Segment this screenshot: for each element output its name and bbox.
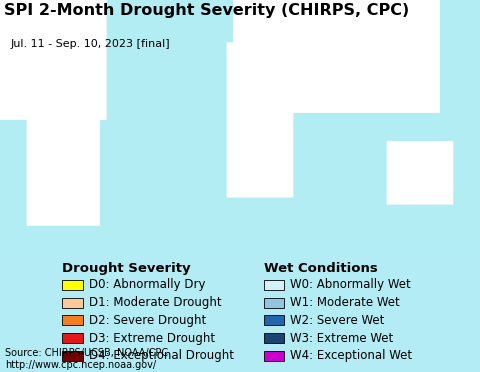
Bar [264,333,284,343]
Text: Jul. 11 - Sep. 10, 2023 [final]: Jul. 11 - Sep. 10, 2023 [final] [11,39,170,49]
Bar [264,280,284,290]
Bar [264,351,284,361]
Text: D2: Severe Drought: D2: Severe Drought [89,314,206,327]
Text: SPI 2-Month Drought Severity (CHIRPS, CPC): SPI 2-Month Drought Severity (CHIRPS, CP… [4,3,409,17]
Text: D1: Moderate Drought: D1: Moderate Drought [89,296,221,309]
Text: Wet Conditions: Wet Conditions [264,262,378,275]
Text: D4: Exceptional Drought: D4: Exceptional Drought [89,349,234,362]
Bar [62,280,83,290]
Text: W0: Abnormally Wet: W0: Abnormally Wet [290,278,411,291]
Text: D0: Abnormally Dry: D0: Abnormally Dry [89,278,205,291]
Bar [264,298,284,308]
Text: W1: Moderate Wet: W1: Moderate Wet [290,296,400,309]
Text: W2: Severe Wet: W2: Severe Wet [290,314,385,327]
Text: W3: Extreme Wet: W3: Extreme Wet [290,331,394,344]
Bar [62,298,83,308]
Text: Source: CHIRPS/UCSB, NOAA/CPC: Source: CHIRPS/UCSB, NOAA/CPC [5,349,168,358]
Text: W4: Exceptional Wet: W4: Exceptional Wet [290,349,412,362]
Text: D3: Extreme Drought: D3: Extreme Drought [89,331,215,344]
Text: Drought Severity: Drought Severity [62,262,191,275]
Bar [62,351,83,361]
Bar [264,315,284,326]
Bar [62,333,83,343]
Text: http://www.cpc.ncep.noaa.gov/: http://www.cpc.ncep.noaa.gov/ [5,360,156,370]
Bar [62,315,83,326]
